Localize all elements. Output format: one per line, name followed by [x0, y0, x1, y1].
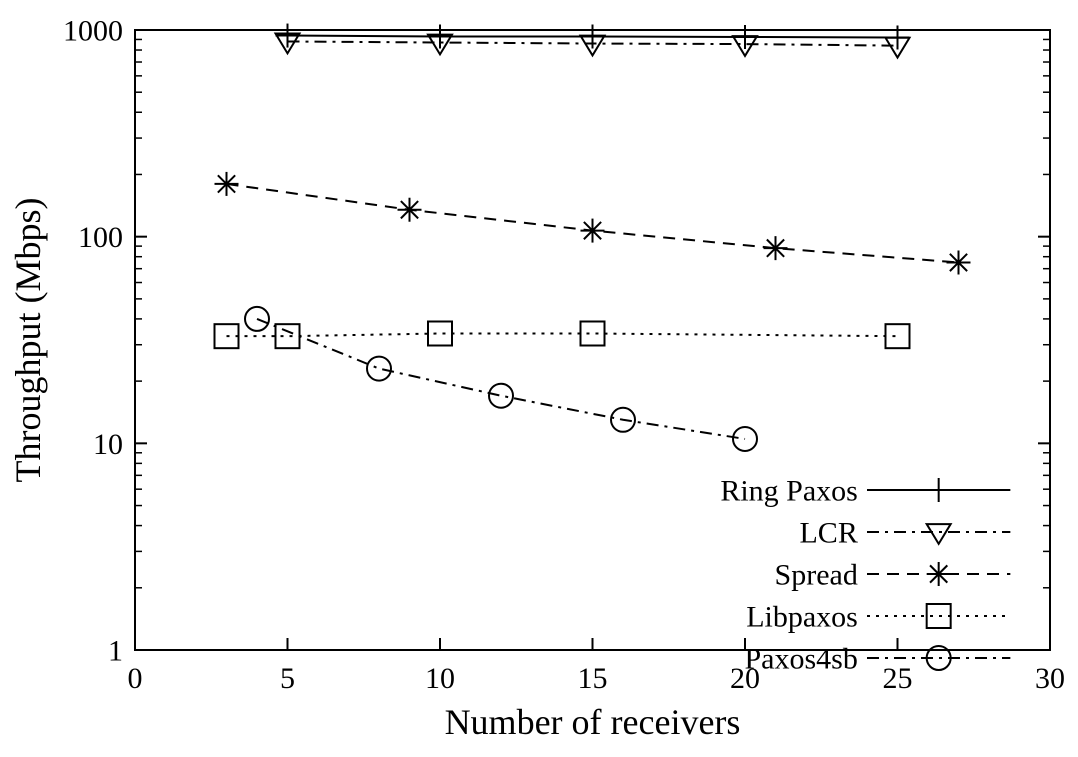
y-tick-label: 1 — [108, 635, 123, 668]
x-tick-label: 5 — [280, 662, 295, 695]
throughput-chart: 0510152025301101001000Number of receiver… — [0, 0, 1078, 757]
y-tick-label: 1000 — [63, 15, 123, 48]
legend-label: Ring Paxos — [720, 475, 858, 508]
x-tick-label: 30 — [1035, 662, 1065, 695]
y-tick-label: 100 — [78, 221, 123, 254]
legend-label: Spread — [775, 559, 858, 592]
x-tick-label: 10 — [425, 662, 455, 695]
y-tick-label: 10 — [93, 428, 123, 461]
x-tick-label: 0 — [128, 662, 143, 695]
x-axis-label: Number of receivers — [445, 702, 741, 742]
legend-label: Paxos4sb — [744, 643, 857, 676]
y-axis-label: Throughput (Mbps) — [8, 198, 48, 483]
legend-label: LCR — [799, 517, 857, 550]
x-tick-label: 15 — [578, 662, 608, 695]
x-tick-label: 25 — [883, 662, 913, 695]
legend-label: Libpaxos — [746, 601, 858, 634]
